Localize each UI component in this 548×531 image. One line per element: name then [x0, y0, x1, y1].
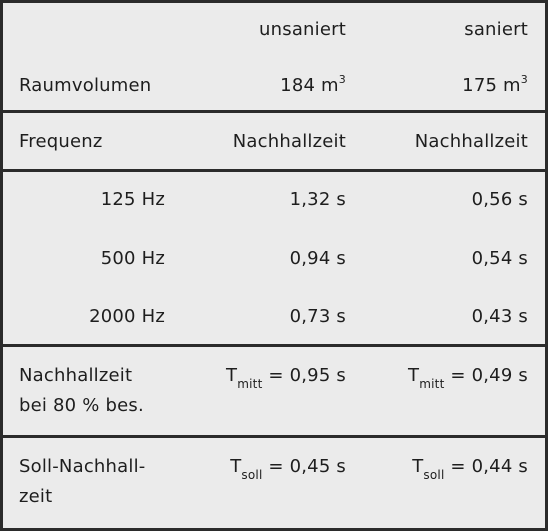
cell: Tmitt = 0,49 s — [408, 364, 528, 391]
symbol: T — [226, 365, 238, 386]
subscript: soll — [423, 468, 445, 482]
separator — [3, 169, 545, 172]
separator — [3, 110, 545, 113]
cell-value: = 0,95 s — [262, 365, 346, 386]
row-label: Nachhallzeit — [19, 365, 133, 386]
cell-value: 184 m — [280, 75, 339, 96]
separator — [3, 344, 545, 347]
frequency-cell: 500 Hz — [100, 247, 165, 269]
cell: 0,94 s — [289, 247, 346, 269]
header-cell: saniert — [464, 19, 528, 40]
superscript: 3 — [520, 73, 528, 86]
separator — [3, 435, 545, 438]
cell-value: = 0,45 s — [262, 456, 346, 477]
subscript: soll — [241, 468, 263, 482]
cell: 0,43 s — [471, 306, 528, 327]
cell: 184 m3 — [280, 74, 346, 98]
symbol: T — [412, 456, 424, 477]
cell-value: 175 m — [462, 75, 521, 96]
row-label: zeit — [19, 486, 53, 507]
cell: Tmitt = 0,95 s — [226, 364, 346, 391]
row-label: bei 80 % bes. — [19, 395, 144, 416]
frequency-cell: 2000 Hz — [89, 306, 165, 327]
cell: Tsoll = 0,45 s — [230, 455, 346, 482]
cell: Tsoll = 0,44 s — [412, 455, 528, 482]
subscript: mitt — [419, 377, 445, 391]
cell: 1,32 s — [289, 189, 346, 210]
column-header: Frequenz — [19, 131, 103, 152]
column-header: Nachhallzeit — [232, 131, 346, 152]
subscript: mitt — [237, 377, 263, 391]
header-cell: unsaniert — [259, 19, 346, 40]
cell: 0,56 s — [471, 189, 528, 210]
row-label: Soll-Nachhall- — [19, 456, 146, 477]
cell: 175 m3 — [462, 74, 528, 98]
symbol: T — [408, 365, 420, 386]
superscript: 3 — [338, 73, 346, 86]
symbol: T — [230, 456, 242, 477]
row-label: Raumvolumen — [19, 75, 152, 96]
cell-value: = 0,49 s — [444, 365, 528, 386]
cell: 0,54 s — [471, 247, 528, 269]
cell-value: = 0,44 s — [444, 456, 528, 477]
column-header: Nachhallzeit — [414, 131, 528, 152]
frequency-cell: 125 Hz — [100, 189, 165, 210]
cell: 0,73 s — [289, 306, 346, 327]
